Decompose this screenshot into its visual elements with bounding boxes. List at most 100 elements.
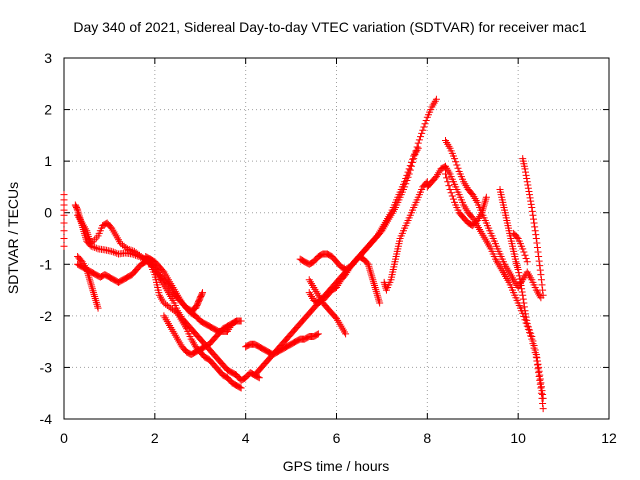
x-tick-label: 8 xyxy=(423,430,431,446)
data-point xyxy=(372,285,380,293)
y-tick-label: -1 xyxy=(40,256,53,272)
data-point xyxy=(519,295,527,303)
data-point xyxy=(127,246,135,254)
data-point xyxy=(523,258,531,266)
data-point xyxy=(533,244,541,252)
data-point xyxy=(92,296,100,304)
data-point xyxy=(531,227,539,235)
data-point xyxy=(533,239,541,247)
data-point xyxy=(88,285,96,293)
data-point xyxy=(538,387,546,395)
data-point xyxy=(532,235,540,242)
data-point xyxy=(524,323,532,331)
data-point xyxy=(535,257,543,265)
data-point xyxy=(451,155,459,163)
data-point xyxy=(522,168,530,176)
data-point xyxy=(525,187,533,195)
data-point xyxy=(447,189,455,197)
data-point xyxy=(92,298,100,306)
data-point xyxy=(521,165,529,173)
data-point xyxy=(91,244,99,252)
data-point xyxy=(539,405,547,413)
data-point xyxy=(518,288,526,296)
data-point xyxy=(444,178,452,186)
data-point xyxy=(533,354,541,362)
data-point xyxy=(376,299,384,307)
data-point xyxy=(367,270,375,278)
data-point xyxy=(531,346,539,354)
data-point xyxy=(417,133,425,141)
data-point xyxy=(237,384,245,392)
data-point xyxy=(533,357,541,365)
data-point xyxy=(366,266,374,274)
data-point xyxy=(527,329,535,337)
data-point xyxy=(520,303,528,311)
series-q xyxy=(519,155,547,299)
data-point xyxy=(368,272,376,280)
data-point xyxy=(522,254,530,262)
data-point xyxy=(528,332,536,340)
data-point xyxy=(529,211,537,219)
data-point xyxy=(446,186,454,194)
data-point xyxy=(90,289,98,297)
data-point xyxy=(370,280,378,288)
data-point xyxy=(512,260,520,268)
x-tick-label: 0 xyxy=(60,430,68,446)
data-point xyxy=(402,175,410,183)
data-point xyxy=(527,197,535,205)
data-point xyxy=(88,283,96,291)
data-point xyxy=(539,286,547,294)
data-point xyxy=(523,316,531,324)
x-axis-label: GPS time / hours xyxy=(283,458,390,474)
y-tick-label: 2 xyxy=(44,102,52,118)
data-point xyxy=(407,158,415,166)
data-point xyxy=(125,245,133,253)
data-point xyxy=(73,205,81,213)
data-point xyxy=(445,182,453,190)
data-point xyxy=(514,264,522,272)
data-point xyxy=(90,291,98,299)
data-point xyxy=(531,223,539,231)
data-point xyxy=(60,235,68,242)
series-edge xyxy=(60,191,68,250)
data-point xyxy=(89,287,97,295)
data-point xyxy=(94,304,102,312)
data-point xyxy=(532,351,540,359)
data-point xyxy=(529,337,537,345)
data-point xyxy=(520,248,528,256)
series-d xyxy=(74,211,263,384)
data-point xyxy=(86,275,94,283)
x-tick-label: 10 xyxy=(510,430,526,446)
data-point xyxy=(530,219,538,227)
data-point xyxy=(537,383,545,391)
data-point xyxy=(527,200,535,208)
data-point xyxy=(432,95,440,103)
data-point xyxy=(443,174,451,182)
data-point xyxy=(373,291,381,299)
data-point xyxy=(60,219,68,227)
data-point xyxy=(523,178,531,186)
data-point xyxy=(86,277,94,285)
data-point xyxy=(314,330,322,338)
data-point xyxy=(419,126,427,134)
y-tick-label: -4 xyxy=(40,411,53,427)
series-n xyxy=(442,170,490,230)
data-point xyxy=(516,278,524,286)
grid xyxy=(64,58,609,419)
data-point xyxy=(536,375,544,383)
data-point xyxy=(513,233,521,241)
data-point xyxy=(537,379,545,387)
series-p xyxy=(496,186,547,402)
data-point xyxy=(60,242,68,250)
data-marks xyxy=(60,95,547,413)
data-point xyxy=(401,178,409,186)
x-tick-label: 6 xyxy=(333,430,341,446)
data-point xyxy=(454,164,462,172)
data-point xyxy=(520,299,528,307)
series-j xyxy=(305,276,350,338)
data-point xyxy=(514,265,522,273)
data-point xyxy=(524,184,532,192)
data-point xyxy=(535,253,543,261)
y-tick-label: 0 xyxy=(44,205,52,221)
data-point xyxy=(518,285,526,293)
